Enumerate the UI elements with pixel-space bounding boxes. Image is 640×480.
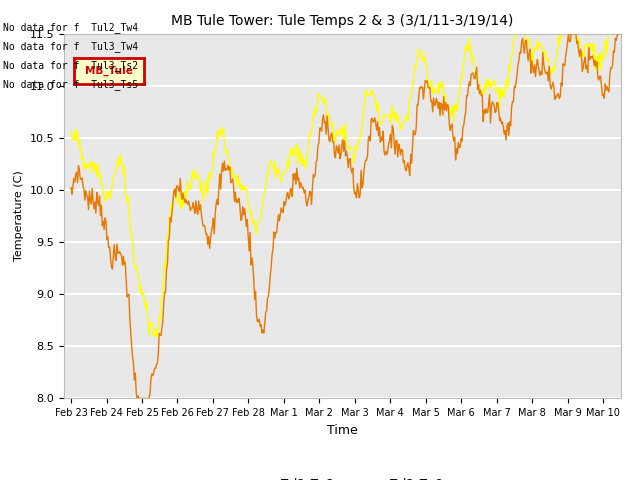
Text: No data for f  Tul3_Tw4: No data for f Tul3_Tw4 <box>3 41 138 52</box>
Title: MB Tule Tower: Tule Temps 2 & 3 (3/1/11-3/19/14): MB Tule Tower: Tule Temps 2 & 3 (3/1/11-… <box>172 14 513 28</box>
Text: No data for f  Tul2_Tw4: No data for f Tul2_Tw4 <box>3 22 138 33</box>
Y-axis label: Temperature (C): Temperature (C) <box>14 170 24 262</box>
Text: MB_Tule: MB_Tule <box>85 66 132 76</box>
Legend: Tul2_Ts-2, Tul2_Ts-8: Tul2_Ts-2, Tul2_Ts-8 <box>237 472 448 480</box>
Text: No data for f  Tul3_Ts5: No data for f Tul3_Ts5 <box>3 79 138 90</box>
Text: No data for f  Tul3_Ts2: No data for f Tul3_Ts2 <box>3 60 138 71</box>
X-axis label: Time: Time <box>327 424 358 437</box>
